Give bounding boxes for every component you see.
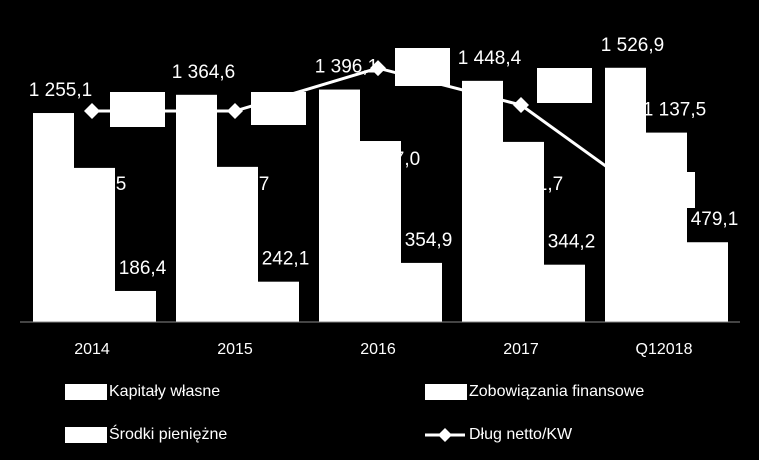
marker [370,60,386,77]
legend-label: Zobowiązania finansowe [469,383,644,400]
x-tick-label: 2015 [217,341,253,358]
data-label: 354,9 [405,230,453,251]
data-label: 479,1 [691,209,739,230]
bar [360,141,401,322]
bar [503,141,544,322]
plot: 1 255,11 364,61 396,11 448,41 526,9925,5… [29,35,738,322]
cover-box [251,92,306,125]
marker [84,103,100,120]
legend-label: Kapitały własne [109,383,220,400]
bar [217,166,258,322]
x-tick-label: 2014 [74,341,110,358]
legend-label: Dług netto/KW [469,426,573,443]
legend-swatch [65,427,107,443]
bar [258,281,299,322]
bar [319,89,360,322]
cover-box [395,48,450,86]
bar [176,94,217,322]
data-label: 344,2 [548,232,596,253]
bar [605,67,646,322]
label-covers [110,48,695,208]
data-label: 1 255,1 [29,80,92,101]
x-tick-label: 2016 [360,341,396,358]
bar [462,80,503,322]
marker [513,97,529,114]
legend-swatch [65,384,107,400]
data-label: 1 396,1 [315,57,378,78]
cover-box [110,92,165,127]
data-label: 186,4 [119,258,167,279]
bar [401,262,442,322]
legend-marker [438,428,452,442]
bar [115,290,156,322]
bar [33,113,74,322]
bar [687,242,728,322]
bar [544,264,585,322]
data-label: 1 448,4 [458,48,522,69]
marker [227,103,243,120]
x-tick-label: 2017 [503,341,539,358]
data-label: 1 137,5 [643,100,706,121]
data-label: 1 526,9 [601,35,664,56]
legend-label: Środki pieniężne [109,424,227,443]
data-label: 242,1 [262,249,310,270]
legend-swatch [425,384,467,400]
x-tick-label: Q12018 [636,341,693,358]
bar [646,132,687,322]
cover-box [640,172,695,208]
bar [74,167,115,322]
data-label: 1 364,6 [172,62,235,83]
cover-box [537,68,592,103]
